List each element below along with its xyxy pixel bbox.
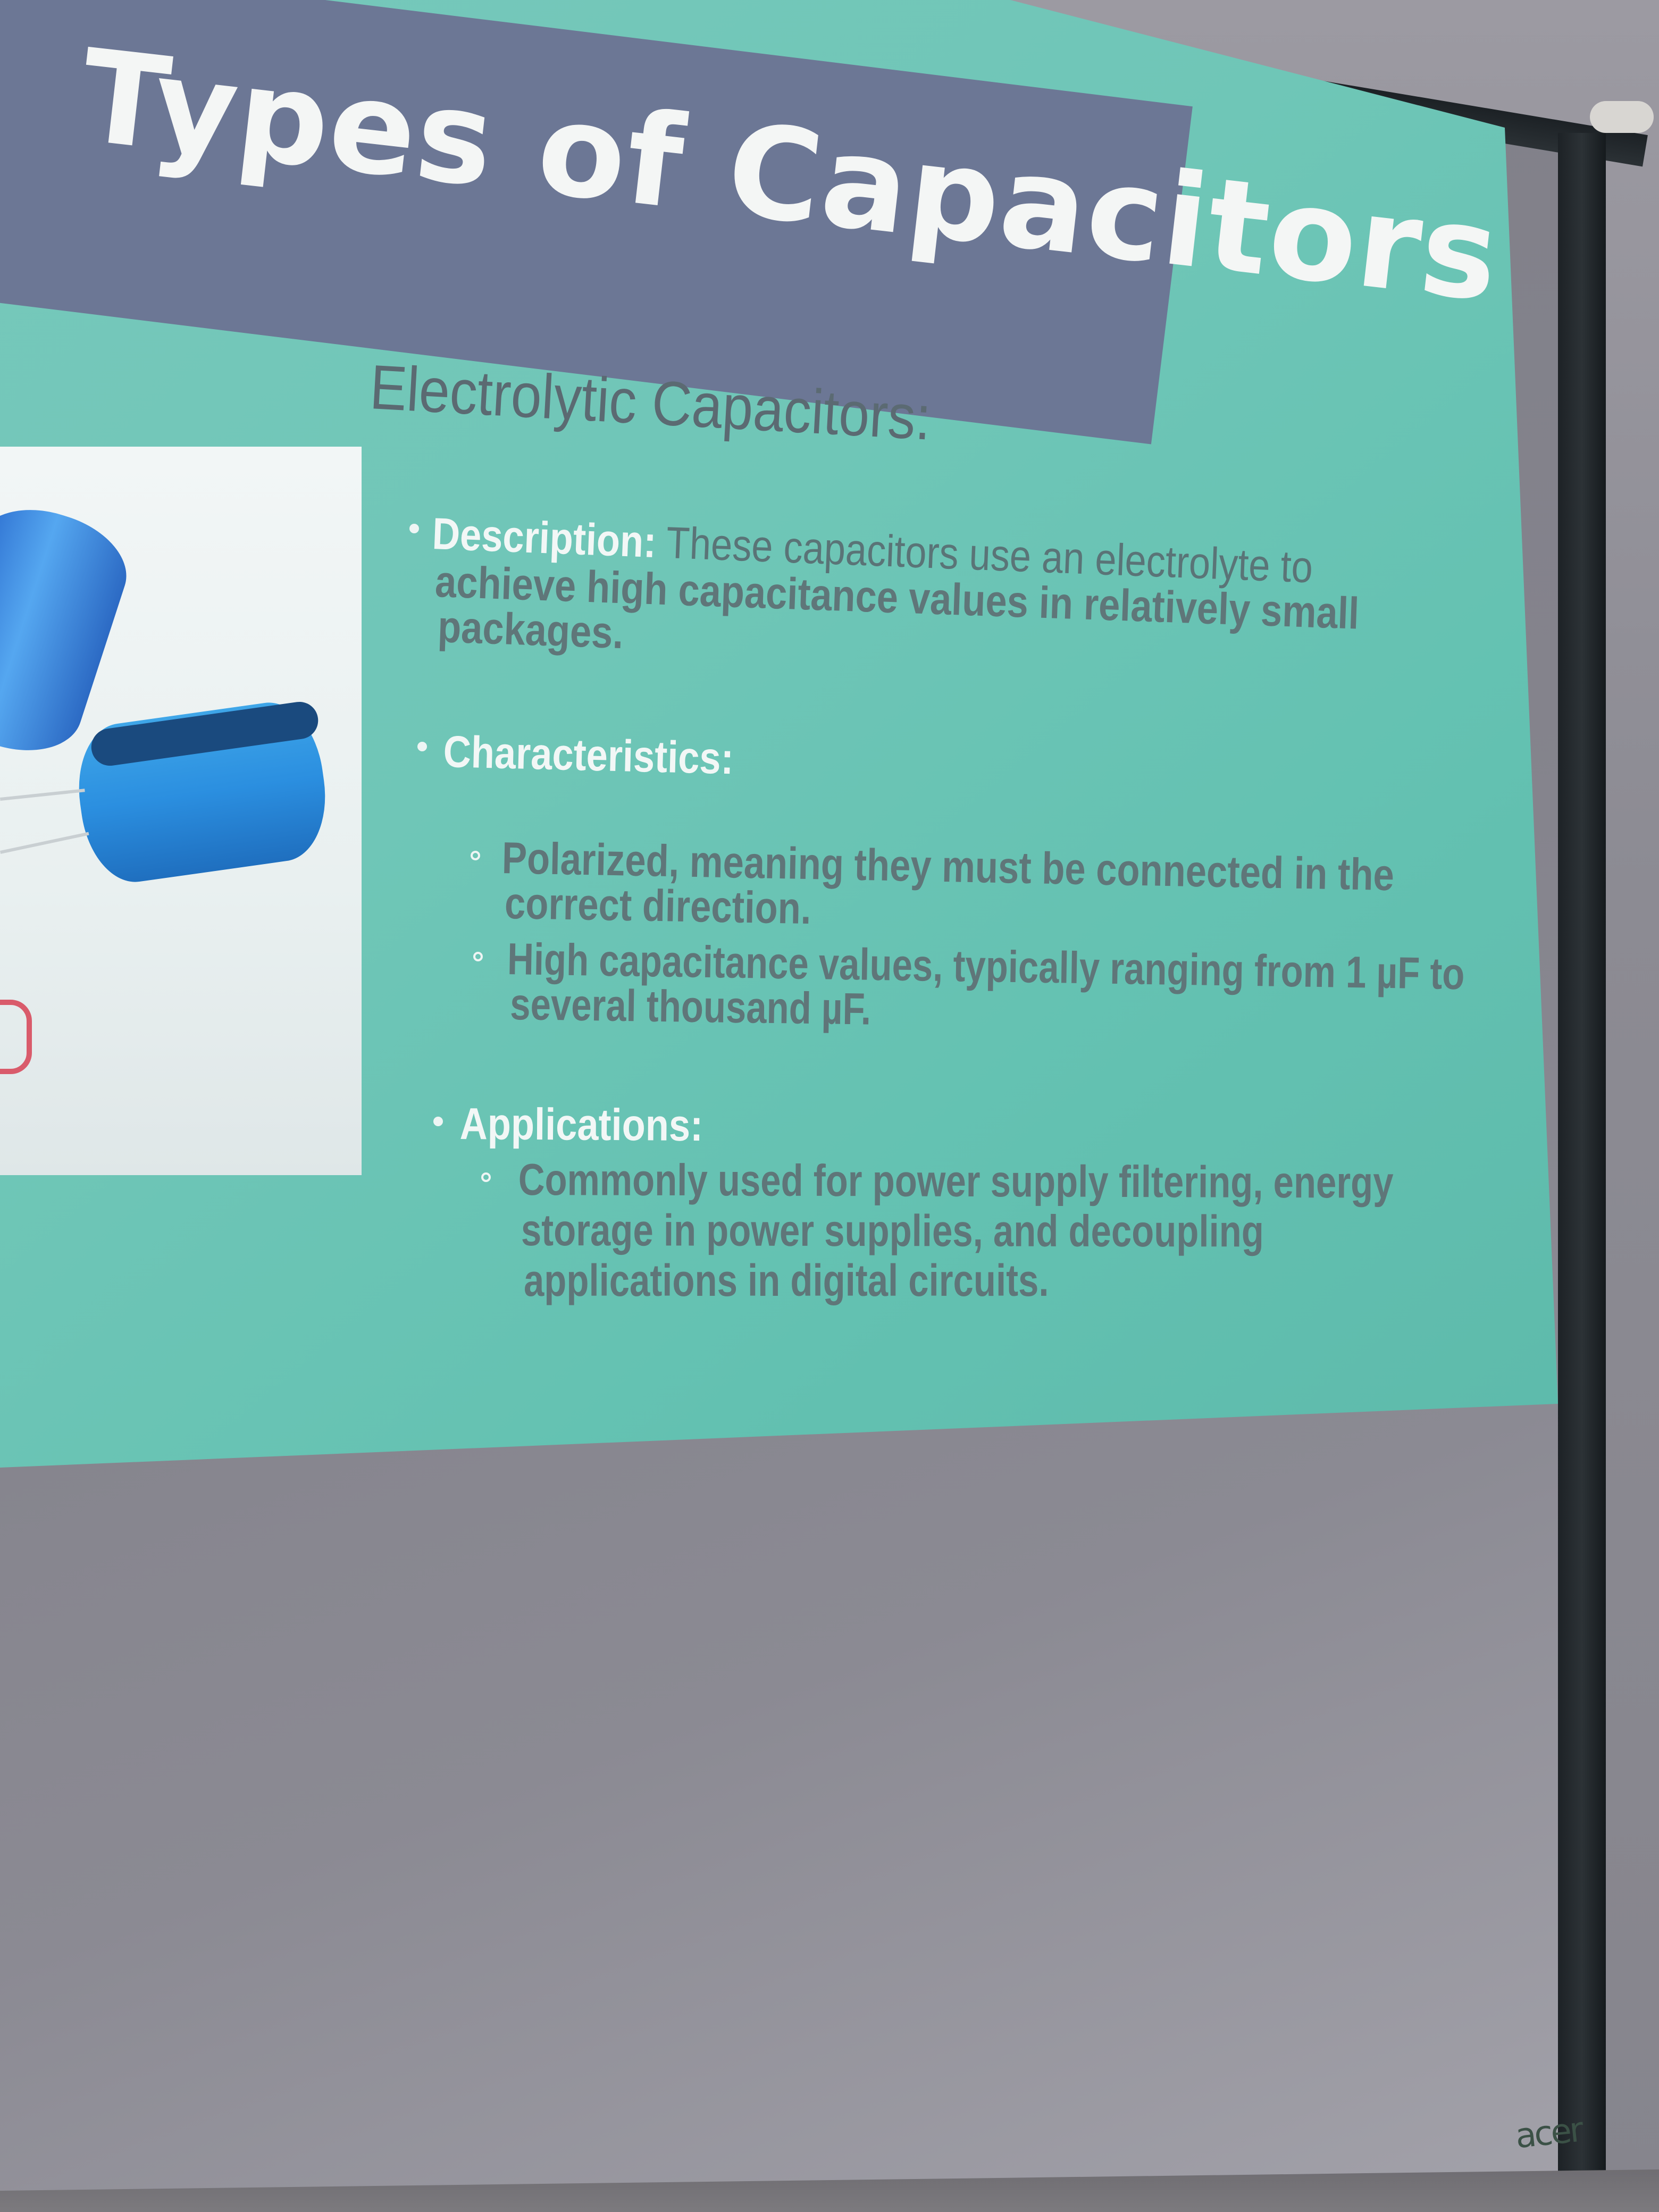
- applications-heading: Applications:: [459, 1098, 703, 1151]
- sub-bullet-ring: [471, 851, 480, 860]
- bullet-dot: [409, 524, 419, 533]
- sub-bullet-ring: [481, 1172, 491, 1182]
- sub-bullet-ring: [473, 952, 483, 961]
- red-component-edge: [0, 1000, 32, 1074]
- characteristic-2-line-2: several thousand µF.: [509, 978, 872, 1034]
- screen-hook: [1590, 101, 1654, 133]
- characteristic-1-line-2: correct direction.: [504, 877, 812, 934]
- bullet-dot: [417, 742, 427, 751]
- screen-side-frame: [1558, 132, 1606, 2186]
- projected-slide: Types of Capacitors Electrolytic Capacit…: [0, 0, 1558, 1468]
- applications-label: Applications:: [459, 1099, 703, 1151]
- description-line-3: packages.: [437, 601, 625, 658]
- bullet-dot: [433, 1117, 443, 1126]
- characteristics-heading: Characteristics:: [443, 726, 734, 784]
- characteristics-label: Characteristics:: [442, 726, 734, 784]
- application-1-line-2: storage in power supplies, and decouplin…: [521, 1205, 1264, 1256]
- projector-brand-logo: acer: [1513, 2110, 1583, 2157]
- application-1-line-1: Commonly used for power supply filtering…: [518, 1154, 1394, 1208]
- application-1-line-3: applications in digital circuits.: [524, 1255, 1049, 1305]
